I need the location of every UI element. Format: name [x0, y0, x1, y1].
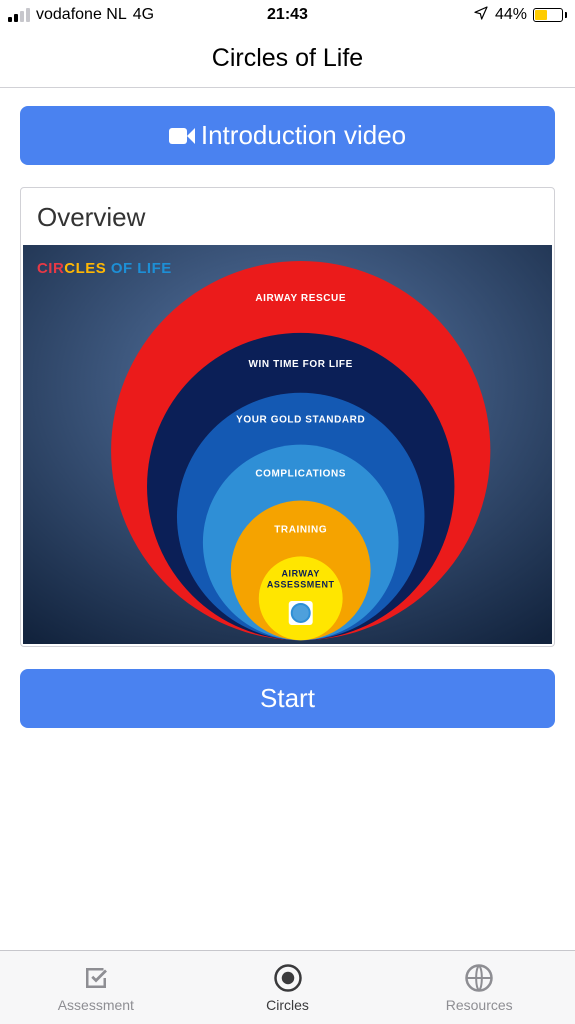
overview-header: Overview [21, 188, 554, 245]
battery-percent: 44% [495, 6, 527, 24]
start-button-label: Start [260, 683, 315, 714]
svg-text:CIRCLES OF LIFE: CIRCLES OF LIFE [37, 260, 172, 277]
battery-icon [533, 8, 567, 22]
introduction-video-label: Introduction video [201, 120, 406, 151]
tab-assessment[interactable]: Assessment [0, 951, 192, 1024]
circles-diagram: CIRCLES OF LIFE AIRWAY RESCUE WIN TIME FOR… [21, 245, 554, 646]
checkbox-icon [81, 963, 111, 993]
nav-bar: Circles of Life [0, 30, 575, 88]
globe-icon [464, 963, 494, 993]
location-icon [473, 5, 489, 26]
svg-text:COMPLICATIONS: COMPLICATIONS [255, 469, 346, 480]
tab-label: Circles [266, 997, 309, 1013]
introduction-video-button[interactable]: Introduction video [20, 106, 555, 165]
overview-card: Overview CIRCLES OF LIFE AIRWAY RESCUE WIN… [20, 187, 555, 647]
tab-label: Resources [446, 997, 513, 1013]
svg-text:TRAINING: TRAINING [274, 524, 327, 535]
status-bar: vodafone NL 4G 21:43 44% [0, 0, 575, 30]
start-button[interactable]: Start [20, 669, 555, 728]
circle-target-icon [273, 963, 303, 993]
carrier-label: vodafone NL [36, 6, 127, 24]
tab-circles[interactable]: Circles [192, 951, 384, 1024]
tab-label: Assessment [58, 997, 134, 1013]
network-label: 4G [133, 6, 154, 24]
svg-text:WIN TIME FOR LIFE: WIN TIME FOR LIFE [249, 359, 353, 370]
content-area: Introduction video Overview CIRCLES OF L… [0, 88, 575, 950]
page-title: Circles of Life [212, 44, 363, 73]
tab-resources[interactable]: Resources [383, 951, 575, 1024]
signal-icon [8, 8, 30, 22]
svg-text:AIRWAY RESCUE: AIRWAY RESCUE [255, 293, 346, 304]
video-icon [169, 126, 195, 146]
tab-bar: Assessment Circles Resources [0, 950, 575, 1024]
svg-text:YOUR GOLD STANDARD: YOUR GOLD STANDARD [236, 415, 365, 426]
